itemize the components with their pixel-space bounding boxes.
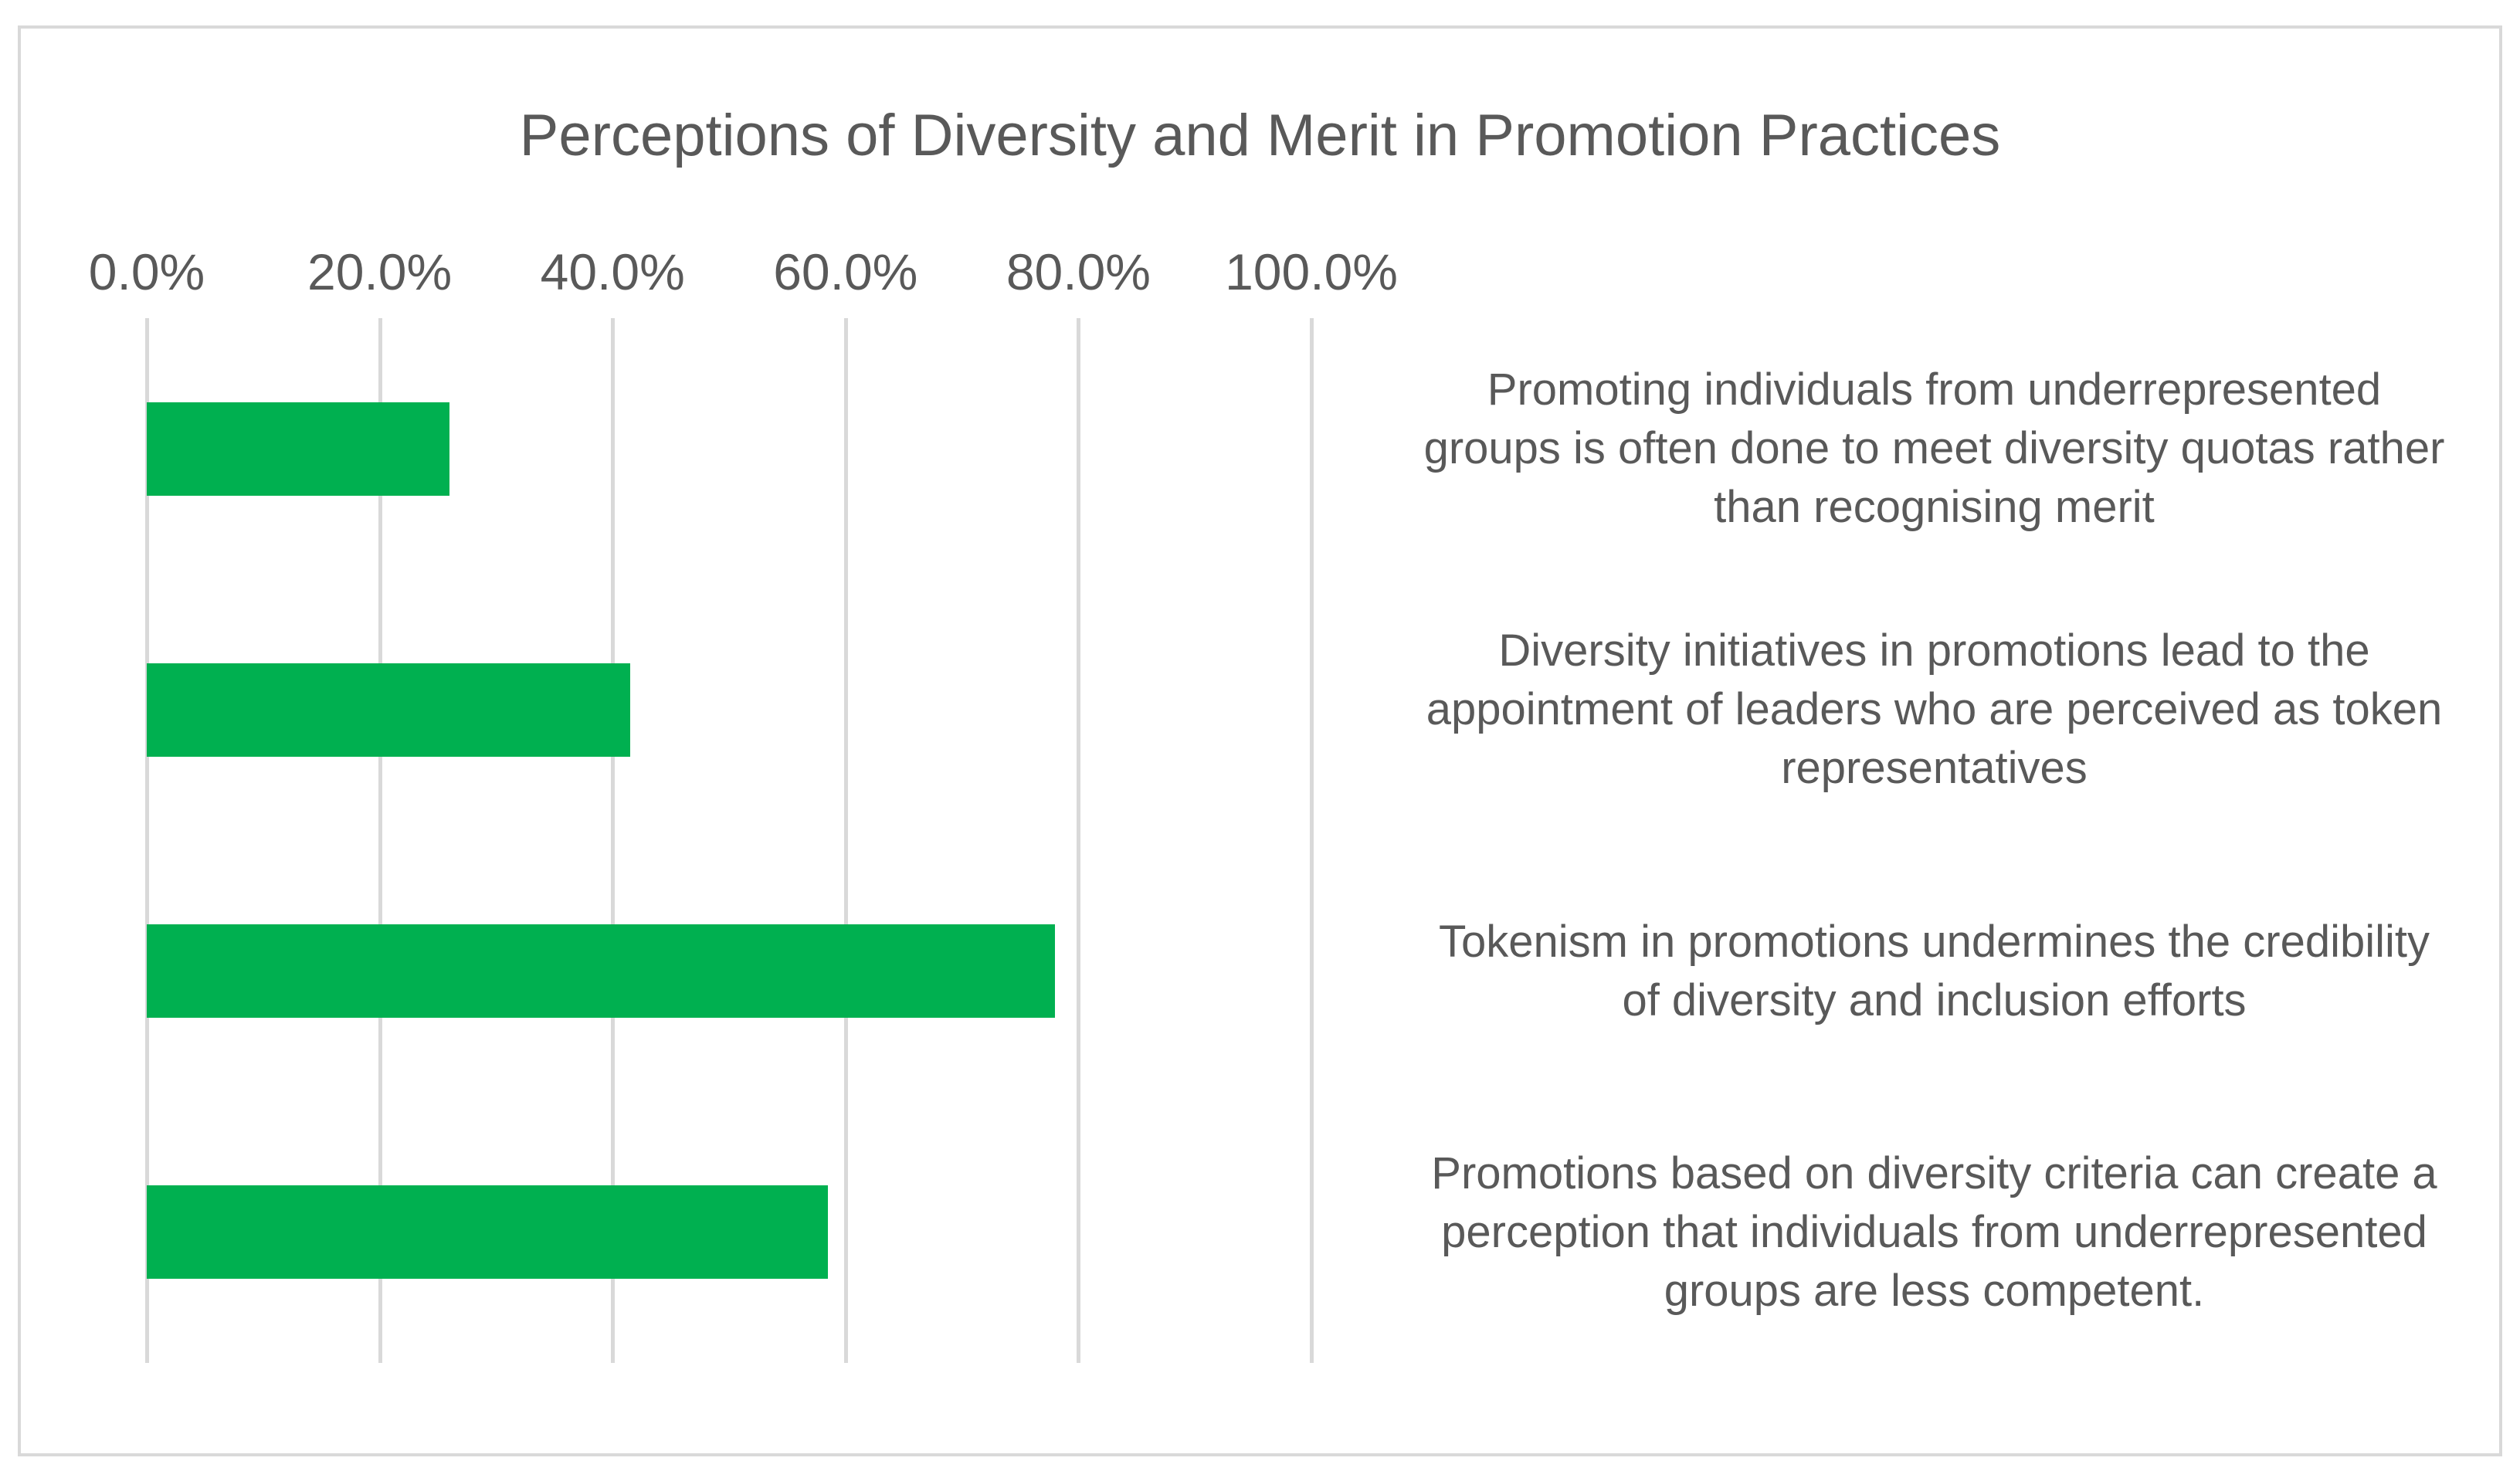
x-axis-tick-label: 100.0% [1225, 243, 1398, 300]
vertical-gridline [843, 318, 848, 1363]
category-label-2: Diversity initiatives in promotions lead… [1426, 625, 2443, 794]
chart-title: Perceptions of Diversity and Merit in Pr… [519, 103, 2001, 168]
bar-4 [147, 1185, 829, 1280]
category-label-3: Tokenism in promotions undermines the cr… [1438, 916, 2430, 1025]
x-axis-tick-label: 80.0% [1006, 243, 1151, 300]
x-axis-tick-label: 20.0% [307, 243, 453, 300]
vertical-gridline [378, 318, 382, 1363]
x-axis-tick-label: 0.0% [88, 243, 205, 300]
vertical-gridline [1310, 318, 1314, 1363]
bar-1 [147, 402, 450, 496]
category-label-4: Promotions based on diversity criteria c… [1431, 1147, 2437, 1316]
bar-3 [147, 924, 1056, 1019]
x-axis-tick-label: 40.0% [540, 243, 685, 300]
chart-frame: Perceptions of Diversity and Merit in Pr… [18, 25, 2502, 1456]
vertical-gridline [1077, 318, 1081, 1363]
bar-2 [147, 663, 630, 757]
category-label-1: Promoting individuals from underrepresen… [1423, 364, 2445, 533]
vertical-gridline [611, 318, 616, 1363]
vertical-gridline [145, 318, 149, 1363]
x-axis-tick-label: 60.0% [773, 243, 918, 300]
